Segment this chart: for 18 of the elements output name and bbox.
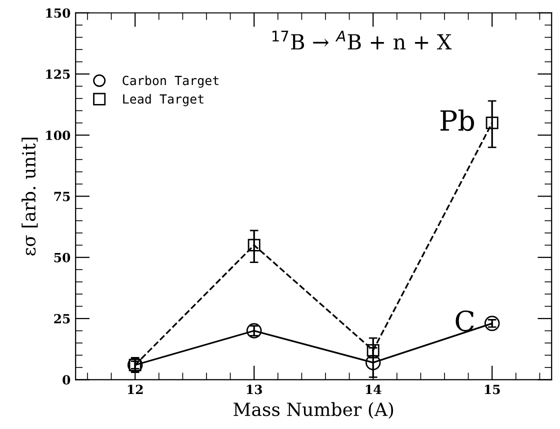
- y-tick-label: 100: [46, 130, 70, 140]
- x-tick-label: 15: [484, 384, 500, 394]
- annotation: C: [456, 310, 474, 332]
- y-tick-label: 0: [62, 375, 70, 385]
- annotation: Pb: [440, 109, 474, 131]
- x-tick-label: 13: [246, 384, 262, 394]
- x-tick-label: 14: [366, 384, 382, 394]
- y-axis-title: εσ [arb. unit]: [22, 138, 38, 256]
- y-tick-label: 75: [54, 192, 70, 202]
- y-tick-label: 125: [46, 69, 70, 79]
- y-tick-label: 50: [54, 252, 70, 262]
- annotation: $^{17}$B → $^{A}$B + n + X: [272, 30, 452, 50]
- y-tick-label: 25: [54, 314, 70, 324]
- y-tick-label: 150: [46, 8, 70, 18]
- legend-label: Carbon Target: [122, 76, 218, 88]
- legend-label: Lead Target: [123, 94, 204, 106]
- x-tick-label: 12: [128, 384, 143, 394]
- x-axis-title: Mass Number (A): [234, 402, 394, 419]
